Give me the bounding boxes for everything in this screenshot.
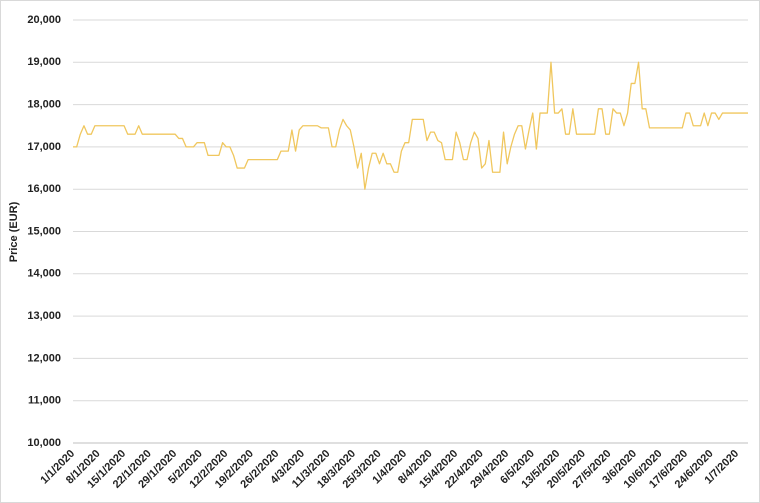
price-line xyxy=(73,61,748,190)
y-tick-label: 12,000 xyxy=(27,352,61,364)
y-tick-label: 11,000 xyxy=(28,395,61,407)
y-tick-label: 16,000 xyxy=(27,183,61,195)
y-tick-label: 15,000 xyxy=(27,225,61,237)
y-axis-label: Price (EUR) xyxy=(8,201,20,262)
y-tick-label: 10,000 xyxy=(27,437,61,449)
y-tick-label: 14,000 xyxy=(27,268,61,280)
y-tick-label: 13,000 xyxy=(27,310,61,322)
y-tick-label: 18,000 xyxy=(27,99,61,111)
y-tick-label: 20,000 xyxy=(27,14,61,26)
y-tick-label: 19,000 xyxy=(27,56,61,68)
y-tick-label: 17,000 xyxy=(27,141,61,153)
